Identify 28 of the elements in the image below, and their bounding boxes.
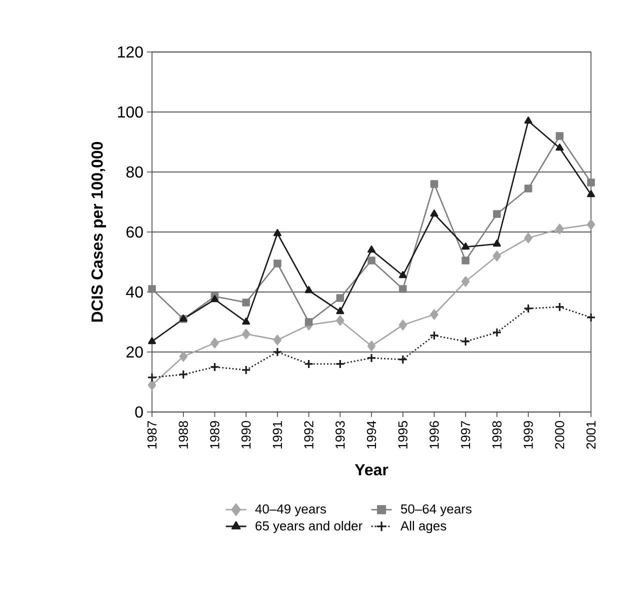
x-tick-label: 1995 [398, 421, 408, 448]
x-tick-label: 1989 [210, 421, 220, 448]
x-tick-label: 1987 [147, 421, 157, 448]
x-tick-label: 1991 [272, 421, 282, 448]
x-tick-label: 1999 [524, 421, 533, 448]
y-tick-label: 80 [126, 166, 143, 178]
x-tick-label: 1998 [492, 421, 502, 448]
x-tick-label: 2001 [586, 421, 596, 449]
x-tick-label: 1988 [178, 421, 188, 448]
x-tick-label: 2000 [555, 421, 564, 449]
x-axis-title: Year [354, 464, 388, 476]
y-tick-label: 0 [135, 406, 143, 418]
y-tick-label: 20 [126, 346, 143, 358]
x-tick-label: 1997 [460, 421, 470, 448]
legend-label: 50–64 years [400, 504, 472, 516]
legend-label: 40–49 years [255, 504, 326, 516]
x-tick-label: 1993 [336, 421, 345, 448]
y-tick-label: 60 [126, 226, 143, 238]
legend-label: All ages [400, 520, 446, 534]
x-tick-label: 1994 [366, 420, 376, 448]
y-tick-label: 100 [118, 106, 143, 118]
y-tick-label: 40 [126, 286, 143, 298]
x-tick-label: 1992 [304, 421, 314, 448]
legend-label: 65 years and older [256, 520, 362, 534]
y-axis-title: DCIS Cases per 100,000 [91, 142, 106, 322]
x-tick-label: 1996 [430, 421, 439, 448]
x-tick-label: 1990 [241, 421, 251, 448]
y-tick-label: 120 [118, 46, 143, 58]
